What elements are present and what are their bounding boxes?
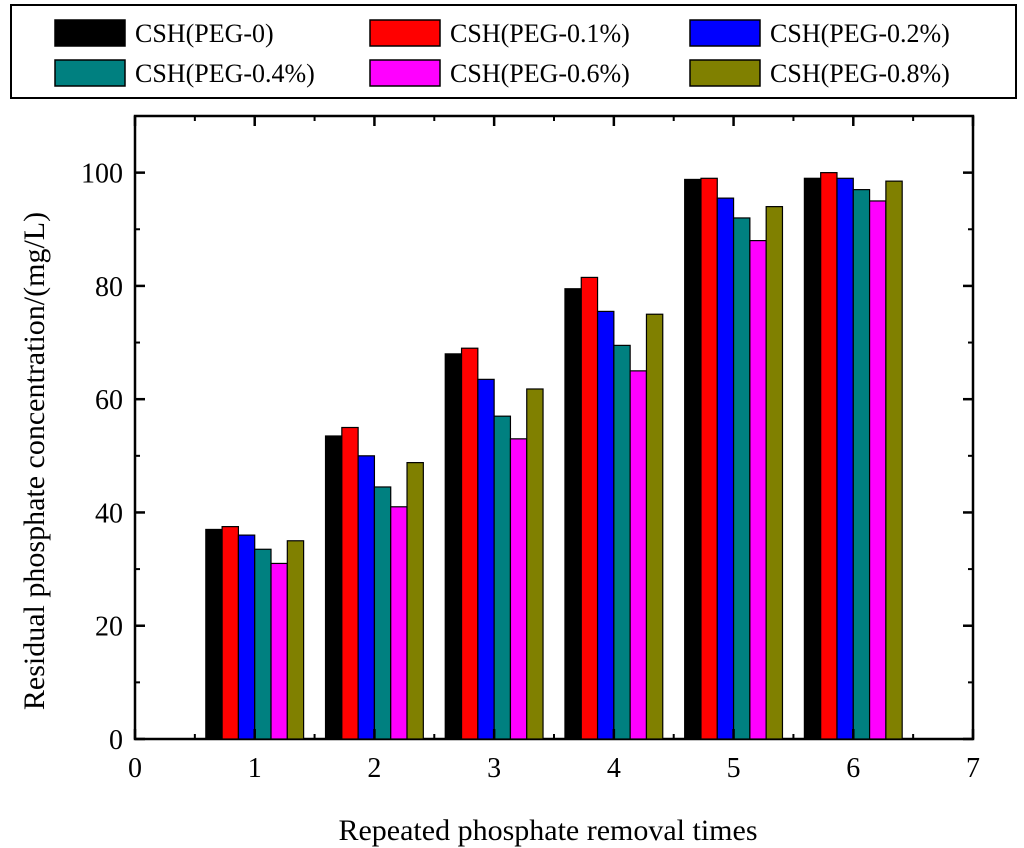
x-tick-label-7: 7 <box>966 753 980 784</box>
bar-CSH(PEG-0)-x2 <box>324 435 343 740</box>
y-axis-title: Residual phosphate concentration/(mg/L) <box>18 212 51 710</box>
legend-label-CSH(PEG-0.6%): CSH(PEG-0.6%) <box>450 59 630 88</box>
bar-CSH(PEG-0.4%)-x3 <box>493 415 512 740</box>
bar-CSH(PEG-0.2%)-x4 <box>596 310 615 740</box>
bar-CSH(PEG-0.8%)-x1 <box>286 540 305 740</box>
bar-CSH(PEG-0.4%)-x5 <box>732 217 751 740</box>
bar-CSH(PEG-0.6%)-x2 <box>390 506 408 740</box>
x-tick-label-0: 0 <box>128 753 142 784</box>
x-tick-label-3: 3 <box>487 753 501 784</box>
bar-CSH(PEG-0)-x4 <box>564 288 582 740</box>
legend-swatch-CSH(PEG-0) <box>54 19 126 47</box>
bar-CSH(PEG-0.6%)-x1 <box>270 562 288 740</box>
legend-swatch-CSH(PEG-0.1%) <box>369 19 441 47</box>
x-tick-label-5: 5 <box>727 753 741 784</box>
bar-CSH(PEG-0.1%)-x5 <box>700 177 718 740</box>
y-axis: 0 20 40 60 80 100 <box>81 159 973 756</box>
y-tick-label-60: 60 <box>95 385 123 416</box>
bar-CSH(PEG-0.2%)-x3 <box>477 378 495 740</box>
legend-swatch-CSH(PEG-0.2%) <box>689 19 761 47</box>
bar-CSH(PEG-0)-x3 <box>444 353 463 740</box>
x-tick-label-4: 4 <box>607 753 621 784</box>
y-tick-label-80: 80 <box>95 272 123 303</box>
bar-CSH(PEG-0)-x5 <box>684 178 702 740</box>
bar-CSH(PEG-0.8%)-x3 <box>526 388 544 740</box>
bar-CSH(PEG-0.6%)-x6 <box>868 200 887 740</box>
y-tick-label-100: 100 <box>81 159 123 190</box>
bar-CSH(PEG-0.6%)-x3 <box>509 438 528 740</box>
bar-CSH(PEG-0.1%)-x2 <box>341 426 359 740</box>
bar-CSH(PEG-0.6%)-x5 <box>749 240 767 740</box>
x-axis-title: Repeated phosphate removal times <box>338 814 757 847</box>
bars-group <box>205 172 903 740</box>
legend-label-CSH(PEG-0.4%): CSH(PEG-0.4%) <box>135 59 315 88</box>
y-tick-label-20: 20 <box>95 612 123 643</box>
legend: CSH(PEG-0) CSH(PEG-0.1%) CSH(PEG-0.2%) CSH(… <box>54 19 950 88</box>
bar-CSH(PEG-0.4%)-x2 <box>373 486 392 740</box>
bar-CSH(PEG-0.8%)-x4 <box>645 313 664 740</box>
legend-swatch-CSH(PEG-0.4%) <box>54 59 126 87</box>
y-tick-label-0: 0 <box>109 725 123 756</box>
bar-CSH(PEG-0.4%)-x6 <box>852 189 871 740</box>
bar-CSH(PEG-0.8%)-x6 <box>885 180 903 740</box>
bar-CSH(PEG-0.6%)-x4 <box>629 370 648 740</box>
x-tick-label-1: 1 <box>248 753 262 784</box>
bar-CSH(PEG-0.4%)-x1 <box>254 548 272 740</box>
legend-label-CSH(PEG-0.1%): CSH(PEG-0.1%) <box>450 19 630 48</box>
bar-CSH(PEG-0.1%)-x1 <box>221 526 240 740</box>
bar-CSH(PEG-0.4%)-x4 <box>613 344 631 740</box>
x-tick-label-6: 6 <box>846 753 860 784</box>
bar-CSH(PEG-0.2%)-x1 <box>237 534 256 740</box>
legend-swatch-CSH(PEG-0.6%) <box>369 59 441 87</box>
legend-label-CSH(PEG-0): CSH(PEG-0) <box>135 19 274 48</box>
bar-CSH(PEG-0.2%)-x2 <box>357 455 376 740</box>
x-axis: 0 1 2 3 4 5 6 7 <box>128 116 980 784</box>
bar-CSH(PEG-0)-x1 <box>205 528 223 740</box>
x-tick-label-2: 2 <box>367 753 381 784</box>
y-tick-label-40: 40 <box>95 498 123 529</box>
bar-CSH(PEG-0.8%)-x2 <box>406 462 424 740</box>
bar-CSH(PEG-0)-x6 <box>803 177 822 740</box>
bar-CSH(PEG-0.1%)-x6 <box>820 172 838 740</box>
legend-label-CSH(PEG-0.8%): CSH(PEG-0.8%) <box>770 59 950 88</box>
bar-CSH(PEG-0.8%)-x5 <box>765 206 784 740</box>
bar-CSH(PEG-0.2%)-x6 <box>836 177 854 740</box>
legend-swatch-CSH(PEG-0.8%) <box>689 59 761 87</box>
bar-CSH(PEG-0.2%)-x5 <box>716 197 735 740</box>
bar-CSH(PEG-0.1%)-x4 <box>580 276 599 740</box>
legend-box <box>10 4 1017 99</box>
legend-label-CSH(PEG-0.2%): CSH(PEG-0.2%) <box>770 19 950 48</box>
bar-CSH(PEG-0.1%)-x3 <box>460 347 479 740</box>
